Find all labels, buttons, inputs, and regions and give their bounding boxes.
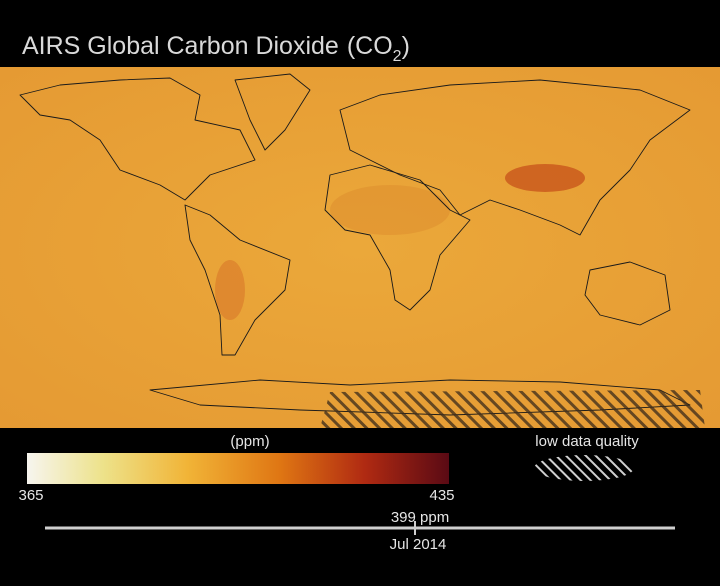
legend-hatch (534, 455, 634, 481)
map (0, 67, 720, 428)
title-formula-close: ) (402, 32, 410, 60)
legend-label: low data quality (535, 433, 639, 450)
colorbar-min: 365 (18, 487, 43, 504)
title-formula: (CO (347, 32, 393, 60)
title: AIRS Global Carbon Dioxide (CO2) (22, 32, 410, 65)
colorbar-max: 435 (429, 487, 454, 504)
timeline-value: 399 ppm (391, 509, 449, 526)
colorbar-unit: (ppm) (230, 433, 269, 450)
title-text: AIRS Global Carbon Dioxide (22, 32, 339, 60)
colorbar (27, 453, 449, 484)
timeline-date: Jul 2014 (390, 536, 447, 553)
title-subscript: 2 (393, 48, 402, 65)
